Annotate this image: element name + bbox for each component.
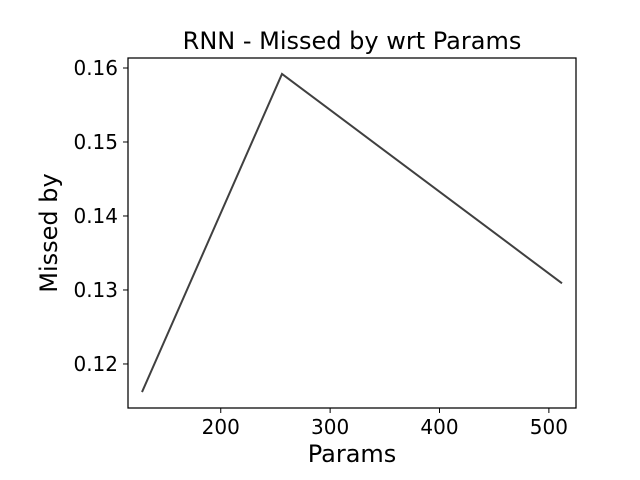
series-line: [141, 72, 563, 393]
series-layer: [141, 72, 563, 393]
y-tick-label: 0.13: [73, 278, 118, 302]
y-tick-label: 0.15: [73, 130, 118, 154]
x-tick-label: 300: [311, 415, 349, 439]
y-tick-label: 0.12: [73, 352, 118, 376]
y-axis-label: Missed by: [35, 173, 63, 292]
x-tick-label: 400: [420, 415, 458, 439]
x-tick-label: 500: [530, 415, 568, 439]
y-tick-label: 0.14: [73, 204, 118, 228]
x-tick-label: 200: [202, 415, 240, 439]
x-axis-ticks: 200 300 400 500: [202, 408, 568, 439]
plot-frame: [127, 57, 577, 409]
y-tick-label: 0.16: [73, 56, 118, 80]
y-axis-ticks: 0.12 0.13 0.14 0.15 0.16: [73, 56, 128, 376]
chart-title: RNN - Missed by wrt Params: [183, 27, 522, 55]
x-axis-label: Params: [308, 440, 397, 468]
